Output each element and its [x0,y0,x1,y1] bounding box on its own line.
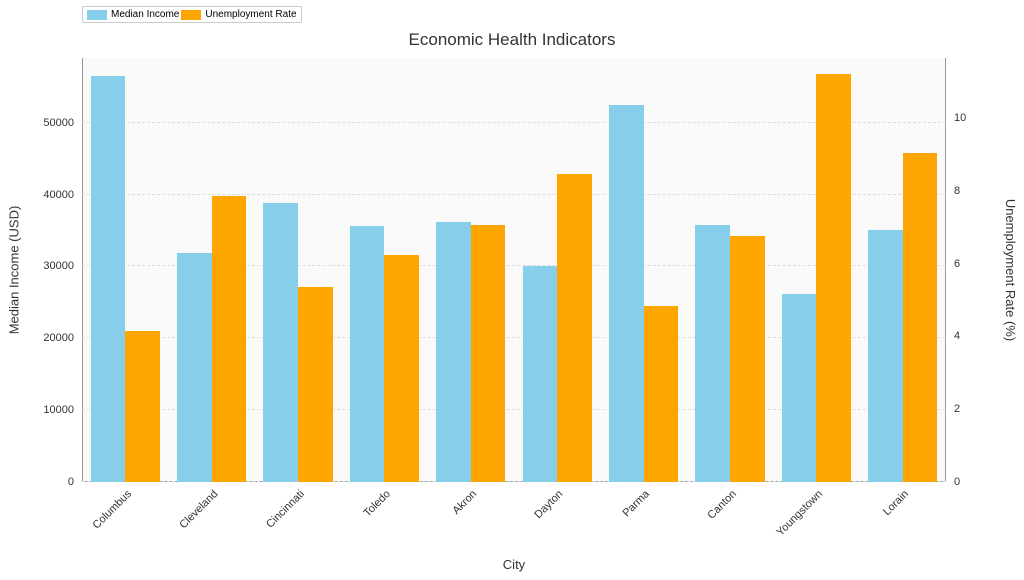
plot-area [82,58,946,482]
x-tick: Dayton [533,488,566,521]
bar-unemployment [125,331,160,482]
x-tick: Youngstown [774,488,825,539]
bar-income [436,222,471,482]
bar-unemployment [298,287,333,482]
y-tick-right: 6 [954,258,960,270]
y-tick-right: 10 [954,112,966,124]
bar-unemployment [730,236,765,482]
bar-income [609,105,644,482]
bar-unemployment [471,225,506,482]
bar-income [177,253,212,482]
bar-income [868,230,903,482]
x-tick: Canton [705,488,739,522]
bar-unemployment [903,153,938,482]
y-tick-left: 30000 [43,260,74,272]
x-tick: Akron [450,488,479,517]
y-tick-left: 20000 [43,332,74,344]
legend-label: Median Income [111,9,179,20]
x-tick: Cleveland [177,488,220,531]
chart-container: Median Income Unemployment Rate Economic… [0,0,1024,580]
bar-income [263,203,298,482]
y-tick-left: 10000 [43,404,74,416]
x-tick: Toledo [361,488,392,519]
chart-title: Economic Health Indicators [0,30,1024,50]
bar-income [91,76,126,482]
x-tick: Columbus [90,488,134,532]
legend: Median Income Unemployment Rate [82,6,302,23]
bar-unemployment [384,255,419,482]
y-tick-right: 0 [954,476,960,488]
legend-item: Median Income [87,9,179,20]
y-tick-right: 2 [954,403,960,415]
x-tick: Cincinnati [264,488,307,531]
y-axis-left: Median Income (USD) 01000020000300004000… [0,58,82,482]
y-axis-right: Unemployment Rate (%) 0246810 [946,58,1024,482]
bar-income [350,226,385,482]
bar-unemployment [644,306,679,483]
bar-unemployment [212,196,247,482]
y-tick-right: 8 [954,185,960,197]
bar-unemployment [557,174,592,482]
x-axis: City Columbus Cleveland Cincinnati Toledo Ak… [82,482,946,580]
x-tick: Parma [621,488,652,519]
y-axis-right-label: Unemployment Rate (%) [1003,199,1018,341]
y-tick-right: 4 [954,330,960,342]
legend-label: Unemployment Rate [205,9,296,20]
bar-income [523,266,558,482]
x-tick: Lorain [881,488,911,518]
legend-swatch-unemployment [181,10,201,20]
y-tick-left: 50000 [43,117,74,129]
bar-income [782,294,817,482]
y-axis-left-label: Median Income (USD) [7,206,22,335]
legend-item: Unemployment Rate [181,9,296,20]
y-tick-left: 40000 [43,189,74,201]
legend-swatch-income [87,10,107,20]
y-tick-left: 0 [68,476,74,488]
bar-unemployment [816,74,851,482]
x-axis-label: City [82,557,946,572]
bar-income [695,225,730,482]
